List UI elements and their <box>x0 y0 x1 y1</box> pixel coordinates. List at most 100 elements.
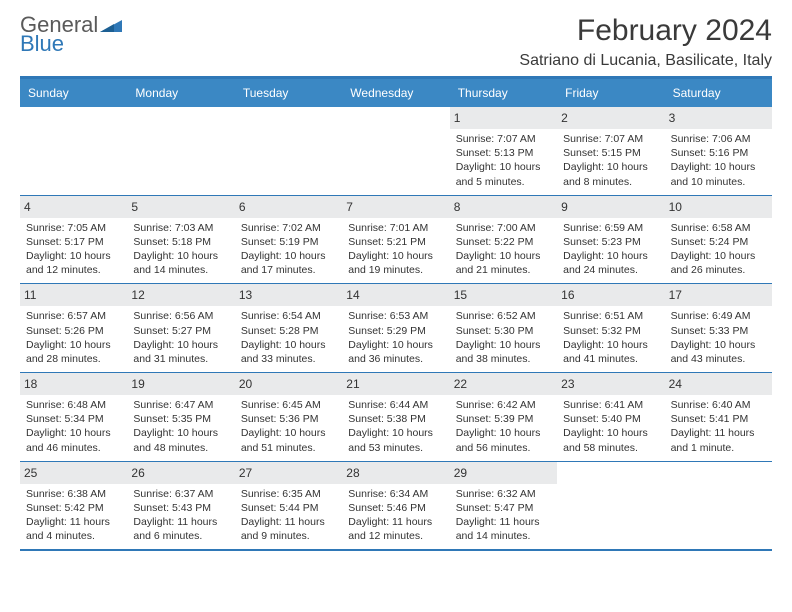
daylight-line: Daylight: 10 hours and 48 minutes. <box>133 426 228 454</box>
sunset-line: Sunset: 5:26 PM <box>26 324 121 338</box>
day-cell: 17Sunrise: 6:49 AMSunset: 5:33 PMDayligh… <box>665 284 772 372</box>
empty-cell <box>20 107 127 195</box>
day-number-bar: 17 <box>665 284 772 306</box>
sunset-line: Sunset: 5:16 PM <box>671 146 766 160</box>
daylight-line: Daylight: 10 hours and 17 minutes. <box>241 249 336 277</box>
day-number-bar: 28 <box>342 462 449 484</box>
sunset-line: Sunset: 5:38 PM <box>348 412 443 426</box>
day-number-bar: 2 <box>557 107 664 129</box>
day-cell: 19Sunrise: 6:47 AMSunset: 5:35 PMDayligh… <box>127 373 234 461</box>
calendar-header-row: SundayMondayTuesdayWednesdayThursdayFrid… <box>20 79 772 107</box>
day-number: 7 <box>346 200 353 214</box>
sunset-line: Sunset: 5:21 PM <box>348 235 443 249</box>
day-number: 20 <box>239 377 252 391</box>
sunset-line: Sunset: 5:43 PM <box>133 501 228 515</box>
calendar: SundayMondayTuesdayWednesdayThursdayFrid… <box>20 76 772 551</box>
day-cell: 26 Sunrise: 6:37 AMSunset: 5:43 PMDayligh… <box>127 462 234 550</box>
sunrise-line: Sunrise: 6:37 AM <box>133 487 228 501</box>
week-row: 1Sunrise: 7:07 AMSunset: 5:13 PMDaylight… <box>20 107 772 195</box>
sunrise-line: Sunrise: 6:40 AM <box>671 398 766 412</box>
day-cell: 5Sunrise: 7:03 AMSunset: 5:18 PMDaylight… <box>127 196 234 284</box>
day-number-bar: 19 <box>127 373 234 395</box>
day-number-bar: 27 <box>235 462 342 484</box>
month-title: February 2024 <box>519 14 772 48</box>
day-number-bar: 8 <box>450 196 557 218</box>
sunset-line: Sunset: 5:42 PM <box>26 501 121 515</box>
day-number-bar: 4 <box>20 196 127 218</box>
location: Satriano di Lucania, Basilicate, Italy <box>519 52 772 70</box>
sunset-line: Sunset: 5:15 PM <box>563 146 658 160</box>
day-cell: 8Sunrise: 7:00 AMSunset: 5:22 PMDaylight… <box>450 196 557 284</box>
daylight-line: Daylight: 10 hours and 36 minutes. <box>348 338 443 366</box>
sunrise-line: Sunrise: 6:44 AM <box>348 398 443 412</box>
daylight-line: Daylight: 10 hours and 33 minutes. <box>241 338 336 366</box>
daylight-line: Daylight: 11 hours and 14 minutes. <box>456 515 551 543</box>
day-header: Saturday <box>665 79 772 107</box>
daylight-line: Daylight: 10 hours and 21 minutes. <box>456 249 551 277</box>
day-cell: 28Sunrise: 6:34 AMSunset: 5:46 PMDayligh… <box>342 462 449 550</box>
day-number-bar: 26 <box>127 462 234 484</box>
sunset-line: Sunset: 5:19 PM <box>241 235 336 249</box>
daylight-line: Daylight: 11 hours and 1 minute. <box>671 426 766 454</box>
sunrise-line: Sunrise: 6:34 AM <box>348 487 443 501</box>
day-number-bar: 18 <box>20 373 127 395</box>
week-row: 18Sunrise: 6:48 AMSunset: 5:34 PMDayligh… <box>20 372 772 461</box>
week-row: 4Sunrise: 7:05 AMSunset: 5:17 PMDaylight… <box>20 195 772 284</box>
empty-cell <box>235 107 342 195</box>
day-number-bar: 11 <box>20 284 127 306</box>
day-number: 9 <box>561 200 568 214</box>
daylight-line: Daylight: 11 hours and 6 minutes. <box>133 515 228 543</box>
day-number: 5 <box>131 200 138 214</box>
daylight-line: Daylight: 10 hours and 53 minutes. <box>348 426 443 454</box>
day-cell: 12Sunrise: 6:56 AMSunset: 5:27 PMDayligh… <box>127 284 234 372</box>
day-number-bar: 24 <box>665 373 772 395</box>
daylight-line: Daylight: 10 hours and 58 minutes. <box>563 426 658 454</box>
day-cell: 25Sunrise: 6:38 AMSunset: 5:42 PMDayligh… <box>20 462 127 550</box>
day-cell: 14Sunrise: 6:53 AMSunset: 5:29 PMDayligh… <box>342 284 449 372</box>
sunset-line: Sunset: 5:13 PM <box>456 146 551 160</box>
sunset-line: Sunset: 5:18 PM <box>133 235 228 249</box>
sunrise-line: Sunrise: 6:53 AM <box>348 309 443 323</box>
empty-cell <box>342 107 449 195</box>
day-number-bar: 9 <box>557 196 664 218</box>
day-cell: 15Sunrise: 6:52 AMSunset: 5:30 PMDayligh… <box>450 284 557 372</box>
day-number-bar: 20 <box>235 373 342 395</box>
day-number: 15 <box>454 288 467 302</box>
week-row: 25Sunrise: 6:38 AMSunset: 5:42 PMDayligh… <box>20 461 772 550</box>
day-number-bar: 3 <box>665 107 772 129</box>
sunset-line: Sunset: 5:40 PM <box>563 412 658 426</box>
day-number-bar: 7 <box>342 196 449 218</box>
sunrise-line: Sunrise: 6:35 AM <box>241 487 336 501</box>
day-number-bar: 16 <box>557 284 664 306</box>
sunrise-line: Sunrise: 6:52 AM <box>456 309 551 323</box>
day-header: Sunday <box>20 79 127 107</box>
daylight-line: Daylight: 10 hours and 41 minutes. <box>563 338 658 366</box>
day-number: 1 <box>454 111 461 125</box>
sunrise-line: Sunrise: 6:49 AM <box>671 309 766 323</box>
day-cell: 9Sunrise: 6:59 AMSunset: 5:23 PMDaylight… <box>557 196 664 284</box>
sunset-line: Sunset: 5:29 PM <box>348 324 443 338</box>
header: General Blue February 2024 Satriano di L… <box>20 14 772 70</box>
day-header: Friday <box>557 79 664 107</box>
day-header: Wednesday <box>342 79 449 107</box>
sunset-line: Sunset: 5:23 PM <box>563 235 658 249</box>
sunset-line: Sunset: 5:28 PM <box>241 324 336 338</box>
daylight-line: Daylight: 10 hours and 19 minutes. <box>348 249 443 277</box>
day-number: 6 <box>239 200 246 214</box>
day-number-bar: 22 <box>450 373 557 395</box>
sunset-line: Sunset: 5:24 PM <box>671 235 766 249</box>
sunset-line: Sunset: 5:22 PM <box>456 235 551 249</box>
sunrise-line: Sunrise: 6:41 AM <box>563 398 658 412</box>
sunset-line: Sunset: 5:30 PM <box>456 324 551 338</box>
day-number-bar: 6 <box>235 196 342 218</box>
day-number-bar: 29 <box>450 462 557 484</box>
day-number: 2 <box>561 111 568 125</box>
sunrise-line: Sunrise: 6:51 AM <box>563 309 658 323</box>
daylight-line: Daylight: 10 hours and 31 minutes. <box>133 338 228 366</box>
sunrise-line: Sunrise: 7:01 AM <box>348 221 443 235</box>
sunset-line: Sunset: 5:46 PM <box>348 501 443 515</box>
day-number: 26 <box>131 466 144 480</box>
sunset-line: Sunset: 5:47 PM <box>456 501 551 515</box>
day-number-bar: 5 <box>127 196 234 218</box>
day-number: 21 <box>346 377 359 391</box>
